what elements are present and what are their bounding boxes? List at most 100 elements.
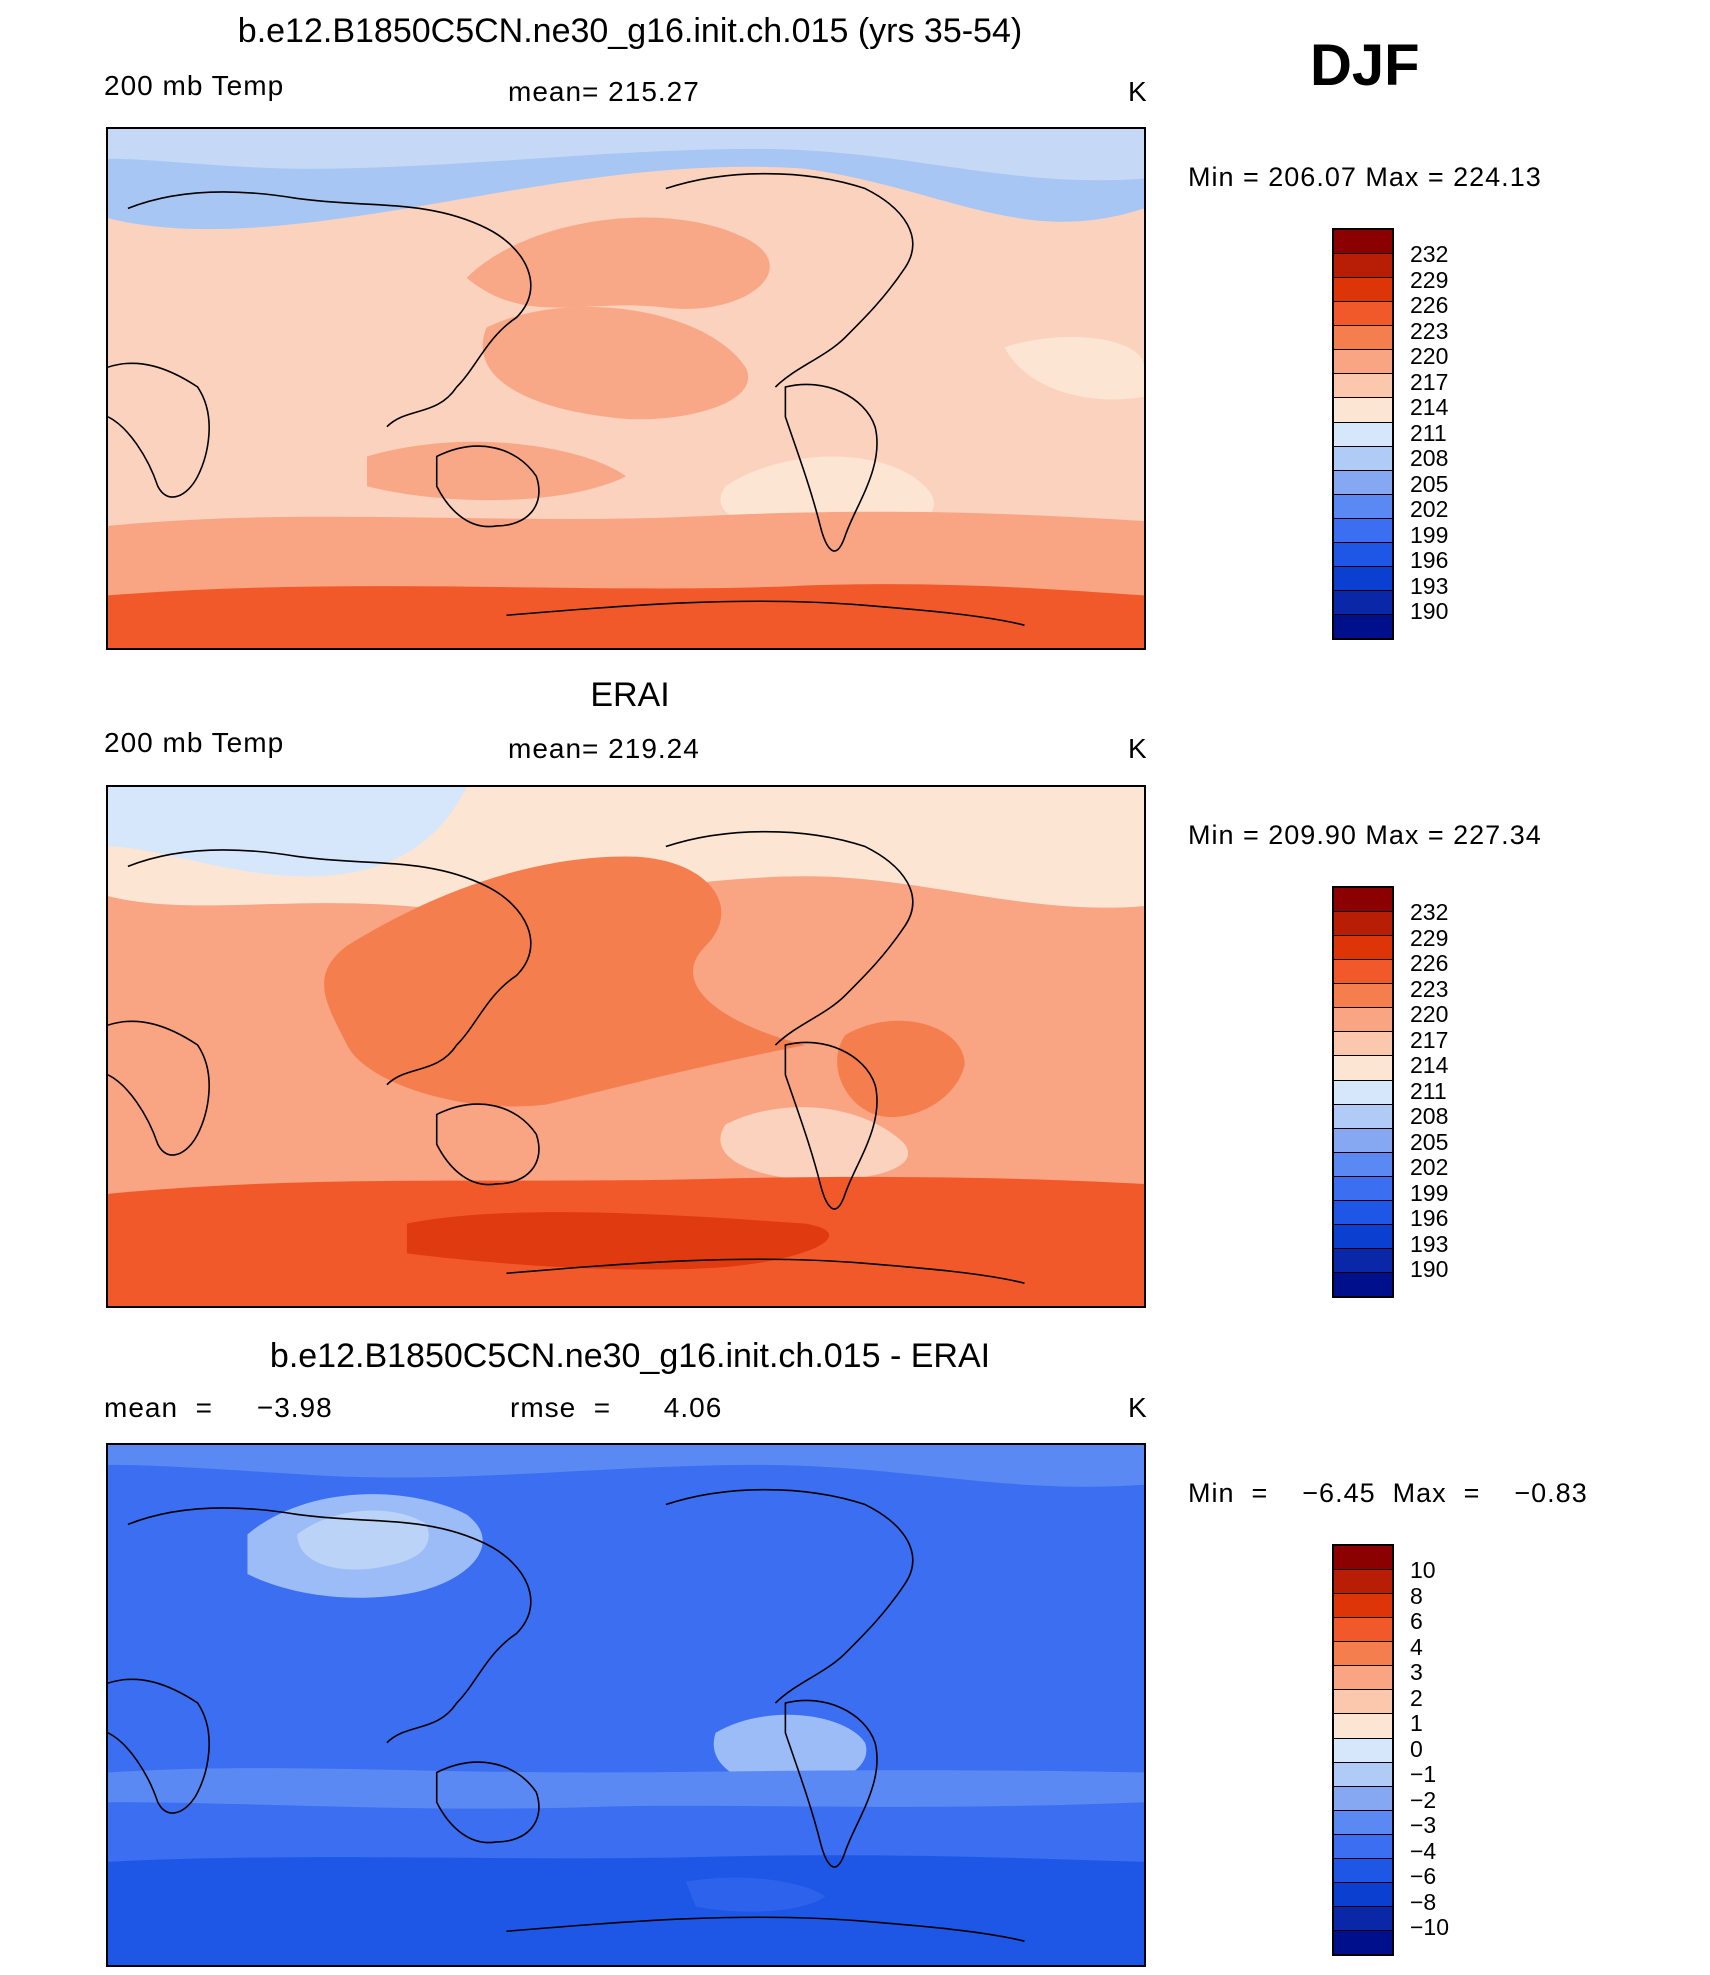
panel2-left-label: 200 mb Temp — [104, 727, 285, 758]
panel2-colorbar — [1332, 886, 1394, 1298]
colorbar-label: −4 — [1410, 1837, 1437, 1864]
colorbar-label: 208 — [1410, 1103, 1449, 1129]
panel2-title: ERAI — [590, 676, 670, 714]
panel3-map-svg — [108, 1445, 1144, 1965]
colorbar-label: 229 — [1410, 266, 1449, 293]
colorbar-label: 190 — [1410, 1256, 1449, 1282]
panel3-title: b.e12.B1850C5CN.ne30_g16.init.ch.015 - E… — [269, 1337, 991, 1375]
colorbar-swatch — [1334, 278, 1392, 303]
colorbar-label: 4 — [1410, 1633, 1423, 1660]
panel2-map — [106, 785, 1146, 1308]
colorbar-label: 220 — [1410, 343, 1449, 369]
colorbar-label: −8 — [1410, 1888, 1437, 1915]
colorbar-label: 193 — [1410, 1230, 1449, 1257]
colorbar-label: 214 — [1410, 1052, 1449, 1078]
colorbar-swatch — [1334, 374, 1392, 399]
colorbar-swatch — [1334, 615, 1392, 639]
season-label: DJF — [1310, 33, 1420, 98]
colorbar-label: 229 — [1410, 924, 1449, 951]
colorbar-swatch — [1334, 1546, 1392, 1571]
colorbar-label: 223 — [1410, 975, 1449, 1002]
panel1-left-label: 200 mb Temp — [104, 70, 285, 101]
colorbar-swatch — [1334, 230, 1392, 255]
colorbar-label: 199 — [1410, 1179, 1449, 1206]
panel1-colorbar — [1332, 228, 1394, 640]
colorbar-label: 199 — [1410, 521, 1449, 548]
panel3-colorbar-labels: 10 8 6 4 3 2 1 0 −1 −2 −3 −4 −6 −8 −10 — [1410, 1557, 1450, 1941]
panel2-colorbar-labels: 232 229 226 223 220 217 214 211 208 205 202 199 196 1… — [1410, 899, 1449, 1283]
colorbar-label: 220 — [1410, 1001, 1449, 1027]
colorbar-label: 10 — [1410, 1557, 1436, 1583]
panel1-colorbar-labels: 232 229 226 223 220 217 214 211 208 205 202 199 196 1… — [1410, 241, 1449, 625]
colorbar-label: −6 — [1410, 1863, 1437, 1889]
colorbar-swatch — [1334, 888, 1392, 913]
colorbar-label: −1 — [1410, 1761, 1437, 1787]
colorbar-label: 3 — [1410, 1659, 1423, 1685]
colorbar-swatch — [1334, 1008, 1392, 1033]
colorbar-swatch — [1334, 1032, 1392, 1057]
colorbar-swatch — [1334, 1056, 1392, 1081]
panel2-unit-label: K — [1128, 733, 1148, 764]
colorbar-label: 196 — [1410, 547, 1449, 573]
panel1-map — [106, 127, 1146, 650]
panel3-colorbar — [1332, 1544, 1394, 1956]
colorbar-swatch — [1334, 566, 1392, 591]
colorbar-swatch — [1334, 254, 1392, 279]
colorbar-swatch — [1334, 1104, 1392, 1129]
panel1-center-label: mean= 215.27 — [508, 76, 700, 107]
colorbar-label: 211 — [1410, 419, 1447, 446]
colorbar-label: 223 — [1410, 317, 1449, 344]
colorbar-label: 214 — [1410, 394, 1449, 420]
colorbar-swatch — [1334, 1882, 1392, 1907]
colorbar-swatch — [1334, 542, 1392, 567]
colorbar-label: 208 — [1410, 445, 1449, 471]
colorbar-label: 226 — [1410, 292, 1449, 318]
colorbar-label: 232 — [1410, 899, 1449, 925]
colorbar-swatch — [1334, 1786, 1392, 1811]
colorbar-swatch — [1334, 302, 1392, 327]
colorbar-swatch — [1334, 1152, 1392, 1177]
colorbar-swatch — [1334, 422, 1392, 447]
colorbar-label: −10 — [1410, 1914, 1450, 1940]
colorbar-swatch — [1334, 518, 1392, 543]
panel3-center-label: rmse = 4.06 — [510, 1392, 723, 1423]
colorbar-swatch — [1334, 398, 1392, 423]
colorbar-label: 217 — [1410, 368, 1449, 395]
colorbar-swatch — [1334, 1570, 1392, 1595]
panel3-unit-label: K — [1128, 1392, 1148, 1423]
colorbar-swatch — [1334, 1810, 1392, 1835]
colorbar-swatch — [1334, 1080, 1392, 1105]
colorbar-swatch — [1334, 1714, 1392, 1739]
colorbar-swatch — [1334, 1594, 1392, 1619]
panel2-min-max: Min = 209.90 Max = 227.34 — [1188, 820, 1542, 850]
colorbar-label: −3 — [1410, 1812, 1437, 1838]
colorbar-swatch — [1334, 1248, 1392, 1273]
colorbar-swatch — [1334, 1762, 1392, 1787]
colorbar-label: 190 — [1410, 598, 1449, 624]
panel1-map-svg — [108, 129, 1144, 648]
colorbar-swatch — [1334, 1618, 1392, 1643]
colorbar-label: 6 — [1410, 1608, 1423, 1634]
colorbar-swatch — [1334, 936, 1392, 961]
colorbar-label: 2 — [1410, 1684, 1423, 1711]
colorbar-swatch — [1334, 912, 1392, 937]
colorbar-label: 1 — [1410, 1710, 1423, 1736]
colorbar-swatch — [1334, 1273, 1392, 1297]
colorbar-swatch — [1334, 1931, 1392, 1955]
panel3-left-label: mean = −3.98 — [104, 1392, 333, 1423]
colorbar-swatch — [1334, 1200, 1392, 1225]
colorbar-swatch — [1334, 590, 1392, 615]
colorbar-swatch — [1334, 1642, 1392, 1667]
colorbar-swatch — [1334, 494, 1392, 519]
colorbar-swatch — [1334, 470, 1392, 495]
colorbar-label: 205 — [1410, 1128, 1449, 1155]
colorbar-swatch — [1334, 1834, 1392, 1859]
panel1-unit-label: K — [1128, 76, 1148, 107]
colorbar-label: 205 — [1410, 470, 1449, 497]
colorbar-swatch — [1334, 1666, 1392, 1691]
colorbar-label: 202 — [1410, 496, 1449, 522]
panel2-map-svg — [108, 787, 1144, 1306]
colorbar-label: 217 — [1410, 1026, 1449, 1053]
panel3-map — [106, 1443, 1146, 1967]
colorbar-label: 8 — [1410, 1582, 1423, 1609]
